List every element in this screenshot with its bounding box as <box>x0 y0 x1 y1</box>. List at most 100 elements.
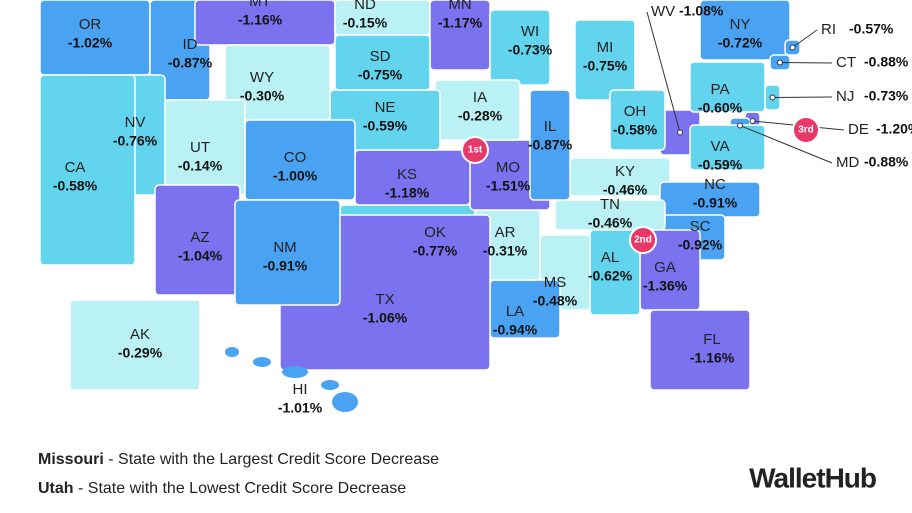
state-abbr: LA <box>506 303 524 320</box>
state-abbr: ND <box>354 0 376 13</box>
state-value: -0.94% <box>493 322 538 338</box>
state-abbr: WV <box>651 3 675 20</box>
rank-label: 3rd <box>798 125 814 136</box>
state-abbr: WI <box>521 23 539 40</box>
state-abbr: AR <box>495 224 516 241</box>
leader-line <box>772 96 833 98</box>
leader-dot <box>789 44 796 51</box>
state-abbr: MT <box>249 0 271 10</box>
state-value: -0.60% <box>698 100 743 116</box>
state-abbr: UT <box>190 139 210 156</box>
state-value: -1.36% <box>643 278 688 294</box>
state-shape <box>39 74 136 266</box>
state-abbr: AZ <box>190 229 209 246</box>
state-abbr: AK <box>130 326 150 343</box>
state-abbr: CA <box>65 159 86 176</box>
state-abbr: AL <box>601 249 619 266</box>
footer-line: Utah - State with the Lowest Credit Scor… <box>38 480 406 497</box>
state-shape <box>332 392 358 412</box>
state-abbr: NV <box>125 114 146 131</box>
state-value: -0.30% <box>240 88 285 104</box>
state-value: -1.16% <box>690 350 735 366</box>
footer-state: Utah <box>38 480 74 497</box>
state-value: -0.87% <box>168 55 213 71</box>
state-value: -0.15% <box>343 15 388 31</box>
state-value: -0.59% <box>363 118 408 134</box>
state-value: -0.58% <box>53 178 98 194</box>
state-value: -1.00% <box>273 168 318 184</box>
footer-text: - State with the Largest Credit Score De… <box>104 451 439 468</box>
state-value: -0.76% <box>113 133 158 149</box>
state-value: -0.88% <box>864 154 909 170</box>
state-value: -0.75% <box>358 67 403 83</box>
state-value: -0.57% <box>849 21 894 37</box>
state-value: -0.75% <box>583 58 628 74</box>
state-abbr: OK <box>424 224 446 241</box>
state-value: -0.91% <box>693 195 738 211</box>
leader-line <box>739 125 833 164</box>
leader-dot <box>777 59 783 66</box>
state-abbr: MD <box>836 154 859 171</box>
state-value: -0.31% <box>483 243 528 259</box>
state-value: -0.87% <box>528 137 573 153</box>
state-value: -1.20% <box>876 121 912 137</box>
state-abbr: CO <box>284 149 307 166</box>
state-value: -0.88% <box>864 54 909 70</box>
state-abbr: GA <box>654 259 676 276</box>
state-value: -0.77% <box>413 243 458 259</box>
state-value: -0.14% <box>178 158 223 174</box>
state-shape <box>699 0 791 61</box>
state-abbr: DE <box>848 121 869 138</box>
state-abbr: NM <box>273 239 296 256</box>
footer-line: Missouri - State with the Largest Credit… <box>38 451 439 468</box>
footer-state: Missouri <box>38 451 104 468</box>
state-abbr: OR <box>79 16 102 33</box>
leader-line <box>779 62 833 64</box>
state-abbr: SC <box>690 218 711 235</box>
state-abbr: RI <box>821 21 836 38</box>
state-shape <box>225 347 239 357</box>
state-value: -0.28% <box>458 108 503 124</box>
state-abbr: IA <box>473 89 487 106</box>
state-shape <box>253 357 271 367</box>
labels: OR -1.02% ID -0.87% MT -1.16% ND -0.15% MN -1.17%… <box>53 0 912 416</box>
leader-dot <box>677 129 683 136</box>
state-value: -0.29% <box>118 345 163 361</box>
state-abbr: HI <box>293 381 308 398</box>
state-abbr: NC <box>704 176 726 193</box>
footer-text: - State with the Lowest Credit Score Dec… <box>74 480 407 497</box>
state-value: -0.46% <box>588 215 633 231</box>
state-shape <box>574 19 636 101</box>
state-value: -1.06% <box>363 310 408 326</box>
leader-dot <box>769 94 776 101</box>
rank-badge <box>461 136 489 164</box>
state-abbr: TX <box>375 291 394 308</box>
state-abbr: MI <box>597 39 614 56</box>
states <box>39 0 801 412</box>
state-value: -0.46% <box>603 182 648 198</box>
state-value: -0.72% <box>718 35 763 51</box>
state-shape <box>321 380 339 390</box>
state-abbr: PA <box>711 81 730 98</box>
state-value: -1.02% <box>68 35 113 51</box>
state-abbr: WY <box>250 69 274 86</box>
state-value: -0.59% <box>698 157 743 173</box>
leader-dot <box>749 118 756 124</box>
rank-label: 2nd <box>634 235 652 246</box>
rank-badge <box>629 226 657 254</box>
state-value: -0.92% <box>678 237 723 253</box>
logo: WalletHub <box>749 462 876 493</box>
state-shape <box>689 61 766 113</box>
state-value: -1.01% <box>278 400 323 416</box>
state-value: -0.91% <box>263 258 308 274</box>
state-abbr: SD <box>370 48 391 65</box>
state-abbr: TN <box>600 196 620 213</box>
state-value: -1.51% <box>486 178 531 194</box>
leader-line <box>792 29 818 48</box>
leader-dot <box>737 122 743 129</box>
state-shape <box>234 199 341 306</box>
state-abbr: IL <box>544 118 557 135</box>
state-value: -0.48% <box>533 293 578 309</box>
state-shape <box>282 366 308 378</box>
